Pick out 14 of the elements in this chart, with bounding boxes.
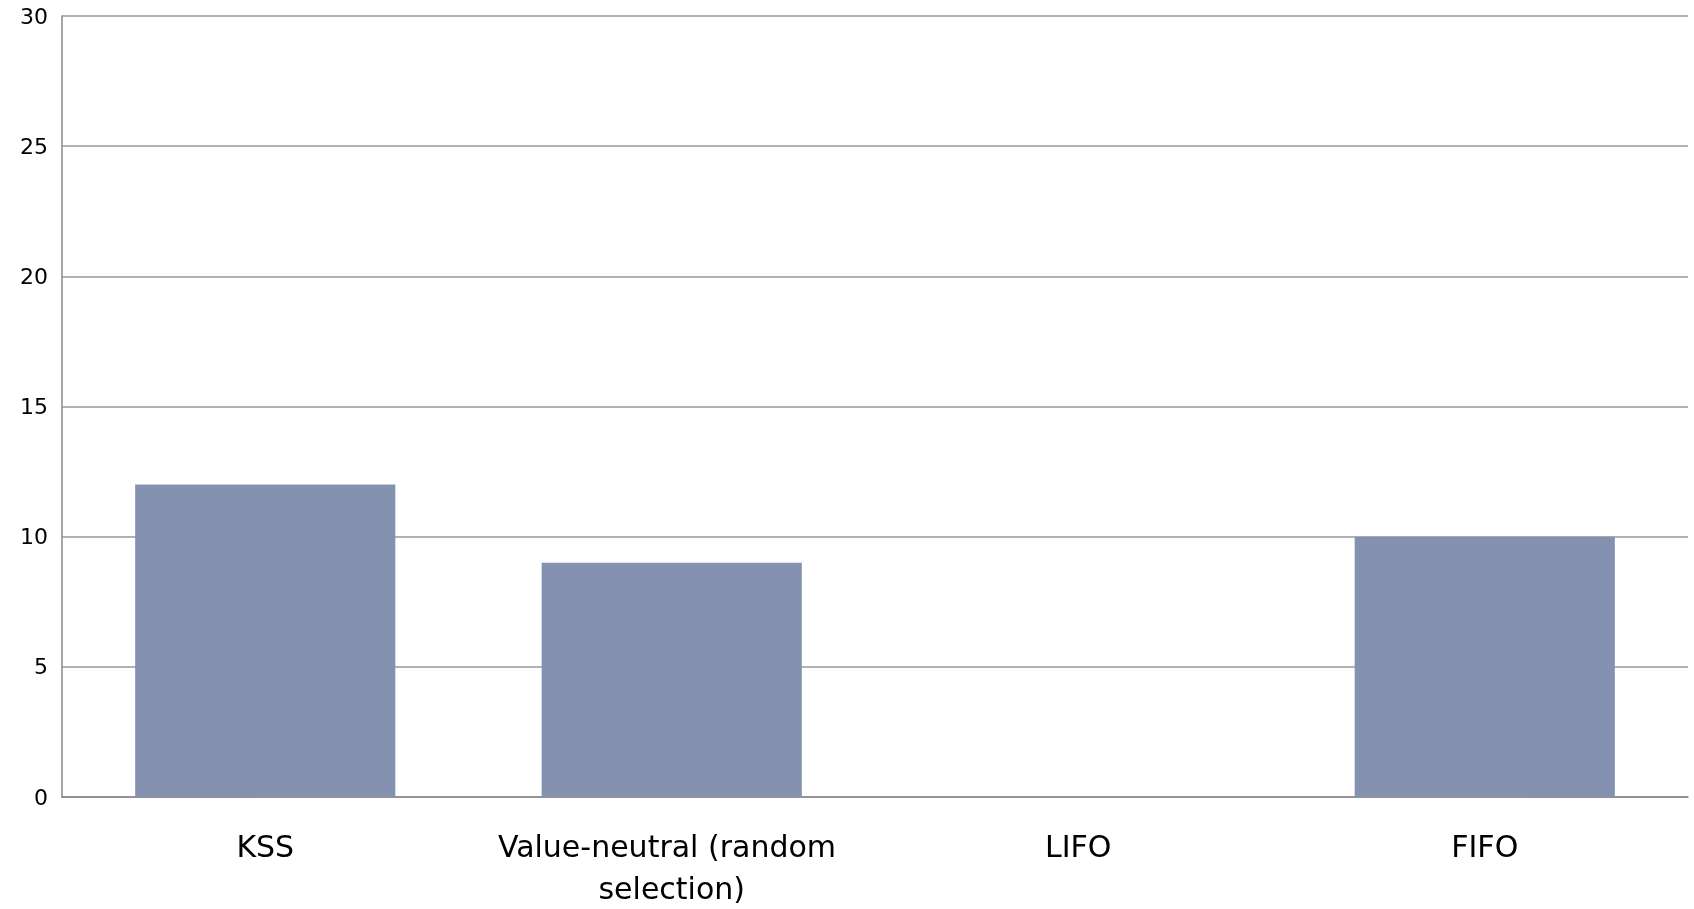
y-tick-label: 10 [20, 524, 48, 550]
x-tick-label: LIFO [1045, 828, 1112, 864]
y-tick-label: 0 [34, 784, 48, 810]
x-tick-label: Value-neutral (random selection) [497, 828, 846, 906]
y-tick-label: 30 [20, 3, 48, 29]
x-tick-label: FIFO [1451, 828, 1519, 864]
y-tick-label: 5 [34, 654, 48, 680]
y-tick-label: 20 [20, 263, 48, 289]
bar [135, 484, 396, 797]
y-tick-label: 15 [20, 394, 48, 419]
bar [1354, 536, 1615, 797]
y-tick-label: 25 [20, 133, 48, 159]
bar [541, 562, 802, 797]
x-tick-label: KSS [236, 828, 295, 864]
